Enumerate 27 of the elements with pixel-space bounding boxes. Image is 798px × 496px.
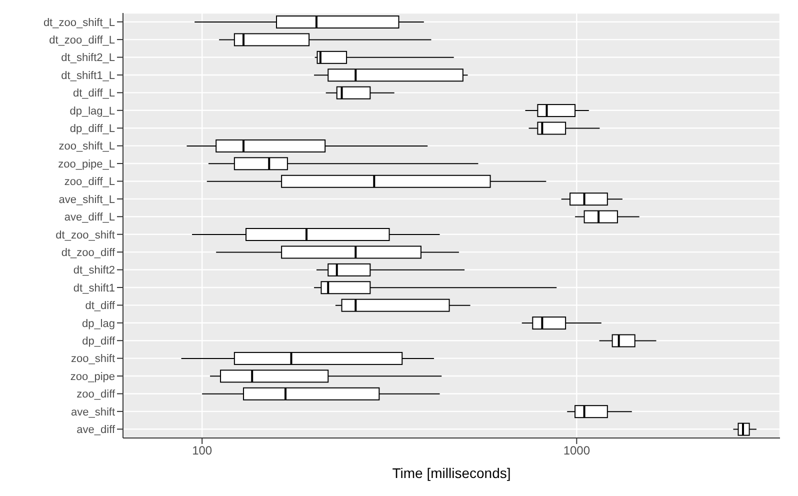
y-tick-label: zoo_pipe_L: [58, 158, 115, 170]
y-tick-label: dp_diff: [82, 336, 116, 348]
y-tick-label: dt_diff: [85, 300, 116, 312]
y-tick-label: dt_zoo_diff_L: [49, 34, 115, 46]
y-tick-label: dt_shift2: [73, 264, 115, 277]
y-tick-label: dt_zoo_shift_L: [43, 16, 115, 29]
y-tick-label: dt_shift1_L: [61, 70, 115, 82]
y-tick-label: dp_lag: [82, 318, 115, 330]
y-tick-label: dt_diff_L: [72, 88, 115, 100]
y-tick-label: zoo_diff_L: [64, 176, 115, 188]
x-axis-title: Time [milliseconds]: [392, 465, 511, 481]
y-tick-label: dt_shift1: [73, 282, 115, 294]
x-tick-label: 100: [192, 444, 212, 458]
y-tick-label: dp_lag_L: [70, 105, 115, 118]
y-tick-label: dt_zoo_diff: [61, 246, 116, 259]
y-tick-label: dt_zoo_shift: [56, 229, 115, 242]
x-tick-label: 1000: [563, 444, 590, 458]
y-tick-label: zoo_shift: [70, 353, 115, 366]
y-tick-label: ave_shift: [70, 406, 115, 418]
y-tick-label: zoo_shift_L: [58, 140, 115, 153]
y-tick-label: ave_diff: [76, 424, 116, 436]
y-tick-label: ave_diff_L: [64, 212, 115, 224]
y-tick-label: zoo_diff: [76, 388, 116, 401]
y-tick-label: dp_diff_L: [70, 123, 115, 136]
y-tick-label: zoo_pipe: [70, 370, 115, 383]
y-tick-label: dt_shift2_L: [61, 52, 115, 64]
y-tick-label: ave_shift_L: [58, 194, 115, 206]
